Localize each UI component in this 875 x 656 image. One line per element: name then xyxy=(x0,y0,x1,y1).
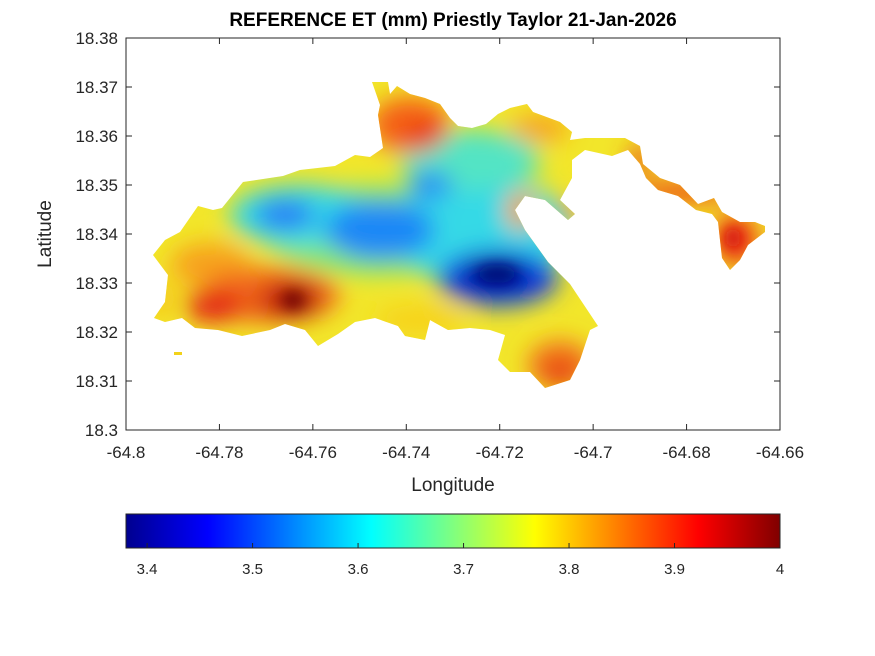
y-tick-label: 18.32 xyxy=(75,323,118,342)
y-tick-label: 18.38 xyxy=(75,29,118,48)
x-tick-label: -64.78 xyxy=(195,443,243,462)
x-tick-label: -64.72 xyxy=(476,443,524,462)
y-axis: 18.3 18.31 18.32 18.33 18.34 18.35 18.36 18.37 1… xyxy=(75,29,780,440)
y-tick-label: 18.36 xyxy=(75,127,118,146)
colorbar-tick-label: 3.5 xyxy=(242,561,263,578)
y-axis-label: Latitude xyxy=(35,200,56,268)
y-tick-label: 18.31 xyxy=(75,372,118,391)
y-tick-label: 18.33 xyxy=(75,274,118,293)
x-tick-label: -64.74 xyxy=(382,443,430,462)
y-tick-label: 18.37 xyxy=(75,78,118,97)
y-tick-label: 18.34 xyxy=(75,225,118,244)
colorbar-tick-label: 3.6 xyxy=(348,561,369,578)
chart-title: REFERENCE ET (mm) Priestly Taylor 21-Jan… xyxy=(229,10,676,31)
y-tick-label: 18.35 xyxy=(75,176,118,195)
x-tick-label: -64.66 xyxy=(756,443,804,462)
x-axis: -64.8 -64.78 -64.76 -64.74 -64.72 -64.7 -64.68… xyxy=(107,38,804,462)
colorbar-ticks: 3.4 3.5 3.6 3.7 3.8 3.9 4 xyxy=(137,543,784,578)
y-tick-label: 18.3 xyxy=(85,421,118,440)
x-tick-label: -64.68 xyxy=(662,443,710,462)
colorbar-tick-label: 3.8 xyxy=(559,561,580,578)
colorbar-tick-label: 4 xyxy=(776,561,784,578)
x-tick-label: -64.7 xyxy=(574,443,613,462)
colorbar-tick-label: 3.7 xyxy=(453,561,474,578)
isolated-cell xyxy=(174,352,182,355)
x-tick-label: -64.8 xyxy=(107,443,146,462)
x-axis-label: Longitude xyxy=(411,475,494,496)
colorbar-tick-label: 3.9 xyxy=(664,561,685,578)
colorbar xyxy=(125,513,781,549)
colorbar-tick-label: 3.4 xyxy=(137,561,158,578)
x-tick-label: -64.76 xyxy=(289,443,337,462)
